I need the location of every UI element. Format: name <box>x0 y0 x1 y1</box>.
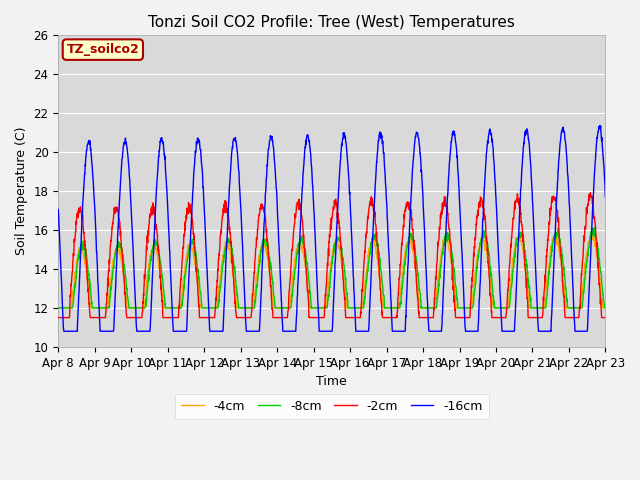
Title: Tonzi Soil CO2 Profile: Tree (West) Temperatures: Tonzi Soil CO2 Profile: Tree (West) Temp… <box>148 15 515 30</box>
-4cm <box>207 305 214 311</box>
-8cm <box>602 305 609 311</box>
-8cm <box>360 305 367 311</box>
X-axis label: Time: Time <box>317 375 348 388</box>
Line: -8cm: -8cm <box>58 228 605 308</box>
-8cm <box>491 305 499 311</box>
-2cm <box>491 315 499 321</box>
-2cm <box>54 315 62 321</box>
-16cm <box>348 235 356 240</box>
Line: -4cm: -4cm <box>58 233 605 308</box>
-8cm <box>207 305 214 311</box>
-16cm <box>569 273 577 278</box>
-2cm <box>602 315 609 321</box>
-4cm <box>588 230 596 236</box>
-16cm <box>360 328 367 334</box>
-2cm <box>568 315 576 321</box>
-2cm <box>553 207 561 213</box>
-8cm <box>348 305 355 311</box>
-4cm <box>568 305 576 311</box>
-2cm <box>360 269 367 275</box>
-4cm <box>491 305 499 311</box>
Legend: -4cm, -8cm, -2cm, -16cm: -4cm, -8cm, -2cm, -16cm <box>175 394 489 419</box>
-16cm <box>54 207 62 213</box>
-16cm <box>491 174 499 180</box>
-2cm <box>587 190 595 196</box>
-8cm <box>591 225 598 231</box>
-8cm <box>568 305 576 311</box>
-8cm <box>553 232 561 238</box>
Line: -2cm: -2cm <box>58 193 605 318</box>
Y-axis label: Soil Temperature (C): Soil Temperature (C) <box>15 127 28 255</box>
-8cm <box>54 305 62 311</box>
-16cm <box>602 195 609 201</box>
-2cm <box>348 315 355 321</box>
-16cm <box>207 328 215 334</box>
-4cm <box>54 305 62 311</box>
-4cm <box>602 305 609 311</box>
-4cm <box>553 241 561 247</box>
Line: -16cm: -16cm <box>58 126 605 331</box>
-16cm <box>60 328 68 334</box>
-2cm <box>207 315 214 321</box>
-4cm <box>348 305 355 311</box>
Text: TZ_soilco2: TZ_soilco2 <box>67 43 140 56</box>
-16cm <box>596 123 604 129</box>
-16cm <box>554 186 561 192</box>
-4cm <box>360 296 367 301</box>
